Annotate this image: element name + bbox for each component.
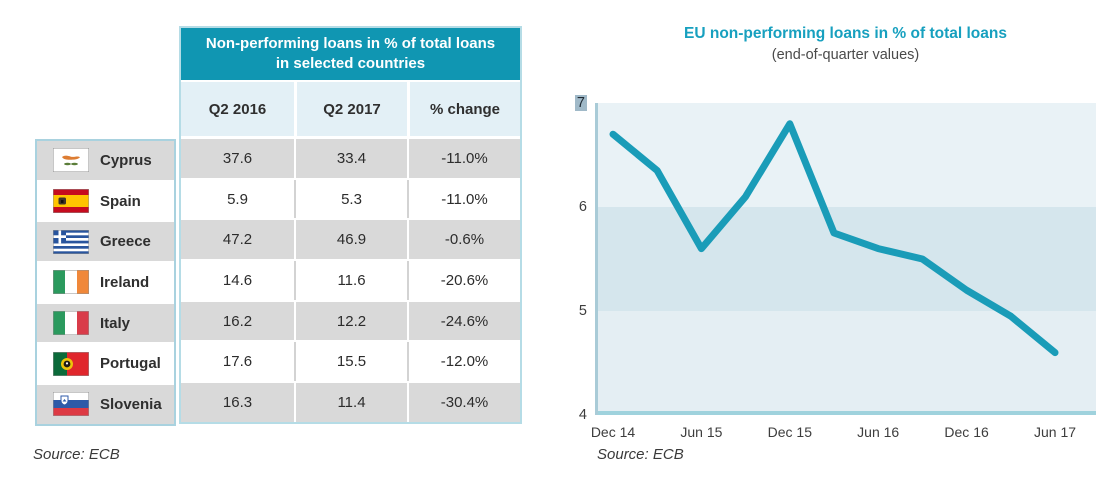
y-tick-5: 5	[578, 303, 587, 319]
cell-change: -24.6%	[407, 301, 520, 341]
cyprus-flag-icon	[53, 148, 89, 173]
table-title: Non-performing loans in % of total loans…	[181, 28, 520, 82]
x-tick-dec-16: Dec 16	[944, 424, 989, 440]
band-4-5	[595, 311, 1096, 415]
country-name: Cyprus	[100, 151, 152, 169]
cell-q2-2016: 37.6	[222, 149, 253, 167]
y-tick-6: 6	[578, 199, 587, 215]
country-name: Ireland	[100, 273, 150, 291]
cell-change: -30.4%	[407, 383, 520, 422]
chart-plot-area	[595, 103, 1096, 415]
table-title-line1: Non-performing loans in % of total loans	[205, 34, 496, 52]
ireland-flag-icon	[53, 270, 89, 295]
cell-q2-2016: 14.6	[222, 271, 253, 289]
y-tick-4: 4	[578, 407, 587, 423]
table-row: Italy	[37, 303, 174, 345]
italy-flag-icon	[53, 311, 89, 336]
cell-change: -20.6%	[407, 261, 520, 300]
chart-source: Source: ECB	[597, 446, 684, 463]
greece-flag-icon	[53, 229, 89, 254]
cell-q2-2017: 15.5	[294, 342, 407, 382]
band-5-6	[595, 207, 1096, 311]
band-6-7	[595, 103, 1096, 207]
table-row: Spain	[37, 181, 174, 223]
chart-header: EU non-performing loans in % of total lo…	[595, 25, 1096, 63]
column-header-q2-2016: Q2 2016	[208, 100, 267, 118]
cell-q2-2017: 46.9	[294, 220, 407, 260]
table-row: 17.6 15.5 -12.0%	[181, 342, 520, 384]
country-name: Portugal	[100, 355, 161, 373]
table-row: 5.9 5.3 -11.0%	[181, 179, 520, 221]
cell-change: -12.0%	[407, 342, 520, 382]
npl-table: Non-performing loans in % of total loans…	[179, 26, 522, 424]
table-column-headers: Q2 2016 Q2 2017 % change	[181, 82, 520, 139]
table-row: Greece	[37, 222, 174, 264]
y-tick-7: 7	[559, 94, 587, 112]
x-tick-dec-14: Dec 14	[590, 424, 636, 440]
table-row: 37.6 33.4 -11.0%	[181, 139, 520, 180]
cell-q2-2016: 16.3	[222, 393, 253, 411]
x-axis-line	[595, 411, 1096, 415]
column-header-q2-2017: Q2 2017	[294, 82, 407, 136]
x-tick-jun-16: Jun 16	[857, 424, 900, 440]
cell-q2-2016: 16.2	[222, 312, 253, 330]
cell-q2-2016: 17.6	[222, 353, 253, 371]
table-row: 14.6 11.6 -20.6%	[181, 261, 520, 302]
chart-title: EU non-performing loans in % of total lo…	[684, 25, 1007, 42]
chart-subtitle: (end-of-quarter values)	[771, 47, 920, 63]
spain-flag-icon	[53, 189, 89, 214]
country-column: Cyprus Spain Greece Ireland Italy Portug…	[35, 139, 176, 426]
cell-q2-2017: 11.6	[294, 261, 407, 300]
x-tick-jun-15: Jun 15	[680, 424, 723, 440]
table-row: 16.3 11.4 -30.4%	[181, 383, 520, 422]
table-row: 16.2 12.2 -24.6%	[181, 301, 520, 343]
cell-q2-2017: 12.2	[294, 301, 407, 341]
npl-trend-line	[609, 120, 1059, 357]
cell-change: -0.6%	[407, 220, 520, 260]
cell-change: -11.0%	[407, 179, 520, 219]
cell-change: -11.0%	[407, 139, 520, 178]
country-name: Greece	[100, 233, 151, 251]
table-row: Portugal	[37, 344, 174, 386]
column-header-change: % change	[407, 82, 520, 136]
country-name: Spain	[100, 192, 141, 210]
x-tick-dec-15: Dec 15	[767, 424, 812, 440]
cell-q2-2017: 33.4	[294, 139, 407, 178]
cell-q2-2017: 11.4	[294, 383, 407, 422]
cell-q2-2017: 5.3	[294, 179, 407, 219]
table-row: Cyprus	[37, 141, 174, 182]
slovenia-flag-icon	[53, 392, 89, 417]
country-name: Slovenia	[100, 395, 162, 413]
y-axis-line	[595, 103, 598, 415]
country-name: Italy	[100, 314, 131, 332]
npl-line-chart: 7 6 5 4 Dec 14 Jun 15 Dec 15 Jun 16 Dec …	[574, 95, 1096, 440]
cell-q2-2016: 5.9	[227, 190, 248, 208]
x-tick-jun-17: Jun 17	[1033, 424, 1077, 440]
y-tick-7-highlight: 7	[574, 95, 587, 111]
table-source: Source: ECB	[33, 446, 120, 463]
table-row: 47.2 46.9 -0.6%	[181, 220, 520, 262]
table-title-line2: in selected countries	[275, 55, 426, 72]
cell-q2-2016: 47.2	[222, 231, 253, 249]
portugal-flag-icon	[53, 351, 89, 376]
table-row: Ireland	[37, 263, 174, 304]
table-row: Slovenia	[37, 385, 174, 424]
